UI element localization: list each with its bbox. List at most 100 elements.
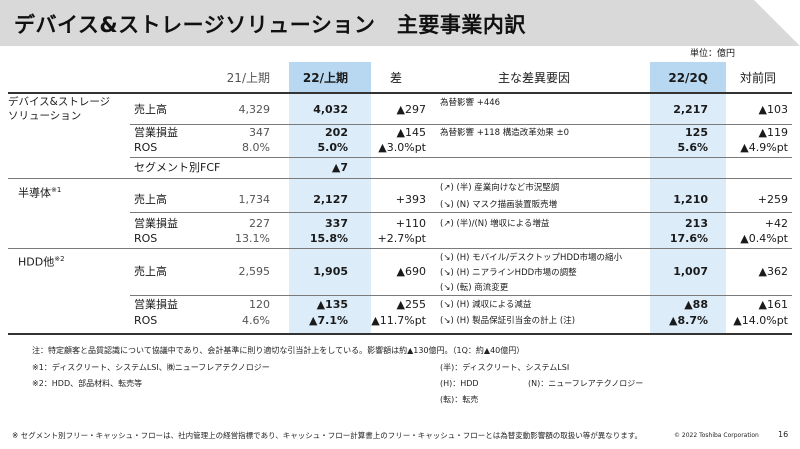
hdd-ros-22h1: ▲7.1% xyxy=(309,314,348,327)
semi-sales-factor-1: (↗) (半) 産業向けなど市況堅調 xyxy=(440,183,560,193)
hdd-sales-22h1: 1,905 xyxy=(313,265,348,278)
hdd-sales-label: 売上高 xyxy=(134,265,167,278)
ds-sales-yoy: ▲103 xyxy=(758,103,788,116)
hdd-op-22h1: ▲135 xyxy=(316,298,348,311)
hdd-sales-factor-2: (↘) (H) ニアラインHDD市場の調整 xyxy=(440,268,577,278)
hdd-ros-diff: ▲11.7%pt xyxy=(371,314,426,327)
semi-ros-22q2: 17.6% xyxy=(669,232,708,245)
ds-sales-factor: 為替影響 +446 xyxy=(440,98,501,108)
segment-hdd: HDD他※2 xyxy=(18,251,65,271)
header-rule xyxy=(8,92,792,94)
hdd-op-diff: ▲255 xyxy=(396,298,426,311)
header-22h1: 22/上期 xyxy=(302,71,348,85)
header-cell-22h1 xyxy=(289,62,371,92)
ds-op-yoy: ▲119 xyxy=(758,126,788,139)
ds-op-diff: ▲145 xyxy=(396,126,426,139)
note-quality: 注：特定顧客と品質認識について協議中であり、会計基準に則り適切な引当計上をしてい… xyxy=(32,346,525,355)
segment-rule xyxy=(8,178,792,179)
hdd-ros-22q2: ▲8.7% xyxy=(669,314,708,327)
hdd-op-21h1: 120 xyxy=(249,298,270,311)
hdd-op-yoy: ▲161 xyxy=(758,298,788,311)
title-bar xyxy=(0,0,800,46)
semi-sales-label: 売上高 xyxy=(134,193,167,206)
ds-sales-label: 売上高 xyxy=(134,103,167,116)
row-rule xyxy=(130,295,792,296)
semi-sales-22q2: 1,210 xyxy=(673,193,708,206)
hdd-sales-factor-3: (↘) (転) 商流変更 xyxy=(440,283,509,293)
hdd-op-factor: (↘) (H) 減収による減益 xyxy=(440,300,532,310)
segment-ds: デバイス&ストレージ ソリューション xyxy=(8,96,111,122)
semi-op-factor: (↗) (半)/(N) 増収による増益 xyxy=(440,219,550,229)
hdd-sales-factor-1: (↘) (H) モバイル/デスクトップHDD市場の縮小 xyxy=(440,253,623,263)
table-bottom-rule xyxy=(8,333,792,335)
segment-semi: 半導体※1 xyxy=(18,182,61,202)
ds-ros-22h1: 5.0% xyxy=(317,141,348,154)
header-yoy: 対前同 xyxy=(739,71,776,85)
ds-op-factor: 為替影響 +118 構造改革効果 ±0 xyxy=(440,128,569,138)
title-corner-decoration xyxy=(754,0,800,46)
hdd-ros-label: ROS xyxy=(134,314,158,327)
ds-ros-21h1: 8.0% xyxy=(242,141,270,154)
semi-ros-22h1: 15.8% xyxy=(309,232,348,245)
semi-sales-21h1: 1,734 xyxy=(238,193,271,206)
row-rule xyxy=(130,212,792,213)
header-factors: 主な差異要因 xyxy=(498,71,571,85)
ds-sales-21h1: 4,329 xyxy=(238,103,271,116)
segment-hdd-label: HDD他 xyxy=(18,255,55,269)
header-diff: 差 xyxy=(390,71,403,85)
ds-sales-22q2: 2,217 xyxy=(673,103,708,116)
hdd-op-22q2: ▲88 xyxy=(684,298,708,311)
row-rule xyxy=(130,124,792,125)
hdd-sales-diff: ▲690 xyxy=(396,265,426,278)
semi-ros-21h1: 13.1% xyxy=(235,232,270,245)
hdd-ros-factor: (↘) (H) 製品保証引当金の計上 (注) xyxy=(440,316,576,326)
highlight-column-22q2 xyxy=(650,62,726,334)
ds-ros-diff: ▲3.0%pt xyxy=(378,141,426,154)
segment-rule xyxy=(8,248,792,249)
semi-sales-yoy: +259 xyxy=(757,193,788,206)
header-22q2: 22/2Q xyxy=(668,71,708,85)
segment-semi-label: 半導体 xyxy=(18,186,51,200)
ds-sales-22h1: 4,032 xyxy=(313,103,348,116)
header-cell-22q2 xyxy=(650,62,726,92)
segment-semi-note-mark: ※1 xyxy=(51,186,62,194)
semi-op-yoy: +42 xyxy=(764,217,788,230)
hdd-sales-21h1: 2,595 xyxy=(238,265,271,278)
ds-fcf-label: セグメント別FCF xyxy=(134,161,221,174)
hdd-sales-22q2: 1,007 xyxy=(673,265,708,278)
legend-nuflare: (N)：ニューフレアテクノロジー xyxy=(528,379,644,388)
semi-sales-diff: +393 xyxy=(395,193,426,206)
semi-op-22h1: 337 xyxy=(325,217,348,230)
hdd-op-label: 営業損益 xyxy=(134,298,178,311)
ds-fcf-22h1: ▲7 xyxy=(331,161,348,174)
unit-label: 単位：億円 xyxy=(690,49,736,59)
semi-op-22q2: 213 xyxy=(685,217,708,230)
row-rule xyxy=(130,157,792,158)
legend-hdd: (H)：HDD xyxy=(440,379,479,388)
ds-ros-label: ROS xyxy=(134,141,158,154)
hdd-sales-yoy: ▲362 xyxy=(758,265,788,278)
header-21h1: 21/上期 xyxy=(226,71,270,85)
semi-ros-label: ROS xyxy=(134,232,158,245)
ds-sales-diff: ▲297 xyxy=(396,103,426,116)
legend-resale: (転)：転売 xyxy=(440,395,479,404)
semi-ros-yoy: ▲0.4%pt xyxy=(740,232,788,245)
page-number: 16 xyxy=(778,430,789,439)
footer-fcf-note: ※ セグメント別フリー・キャッシュ・フローは、社内管理上の経営指標であり、キャッ… xyxy=(12,431,643,440)
legend-semi: (半)：ディスクリート、システムLSI xyxy=(440,363,570,372)
footer-copyright: © 2022 Toshiba Corporation xyxy=(674,432,759,439)
note-hdd-scope: ※2：HDD、部品材料、転売等 xyxy=(32,379,143,388)
ds-op-21h1: 347 xyxy=(249,126,270,139)
semi-ros-diff: +2.7%pt xyxy=(377,232,426,245)
ds-op-label: 営業損益 xyxy=(134,126,178,139)
highlight-column-22h1 xyxy=(289,62,371,334)
page-title: デバイス&ストレージソリューション 主要事業内訳 xyxy=(14,13,526,37)
semi-sales-22h1: 2,127 xyxy=(313,193,348,206)
ds-ros-22q2: 5.6% xyxy=(677,141,708,154)
ds-ros-yoy: ▲4.9%pt xyxy=(740,141,788,154)
semi-op-label: 営業損益 xyxy=(134,217,178,230)
ds-op-22h1: 202 xyxy=(325,126,348,139)
hdd-ros-yoy: ▲14.0%pt xyxy=(733,314,788,327)
semi-op-21h1: 227 xyxy=(249,217,270,230)
hdd-ros-21h1: 4.6% xyxy=(242,314,270,327)
